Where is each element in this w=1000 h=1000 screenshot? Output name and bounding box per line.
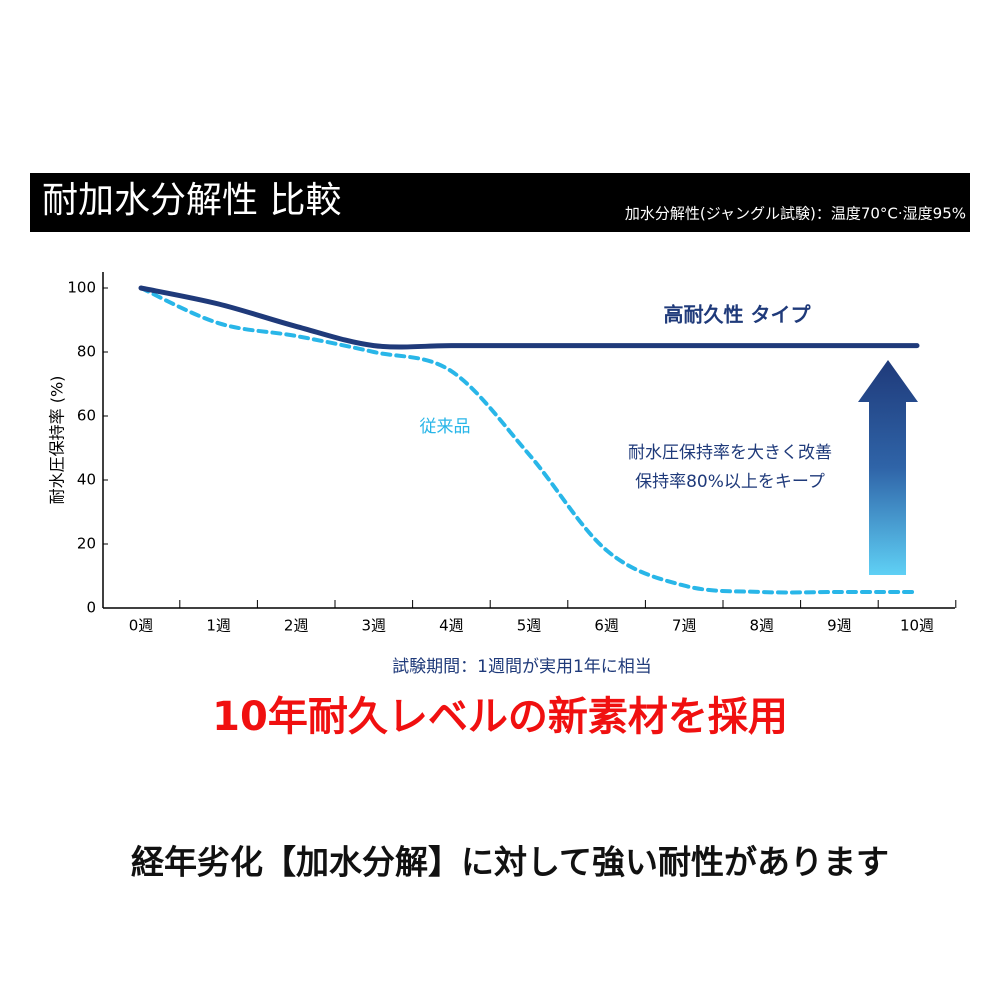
- y-tick-label: 80: [77, 343, 96, 361]
- headline: 10年耐久レベルの新素材を採用: [212, 694, 788, 740]
- x-tick-label: 10週: [900, 617, 934, 635]
- annotation: 耐水圧保持率を大きく改善: [628, 443, 832, 463]
- series-line: [138, 285, 920, 350]
- legend-label: 従来品: [420, 417, 471, 437]
- x-axis-label: 試験期間：1週間が実用1年に相当: [392, 657, 652, 677]
- y-tick-label: 20: [77, 535, 96, 553]
- y-tick-label: 100: [67, 279, 96, 297]
- x-tick-label: 8週: [750, 617, 775, 635]
- x-tick-label: 2週: [284, 617, 309, 635]
- y-tick-label: 60: [77, 407, 96, 425]
- chart-subtitle: 加水分解性(ジャングル試験)：温度70°C·湿度95%: [625, 205, 966, 223]
- x-tick-label: 9週: [827, 617, 852, 635]
- x-tick-label: 0週: [129, 617, 154, 635]
- y-axis-label: 耐水圧保持率 (%): [48, 376, 67, 505]
- legend-label: 高耐久性 タイプ: [664, 303, 812, 327]
- chart-title: 耐加水分解性 比較: [42, 180, 341, 221]
- annotation: 保持率80%以上をキープ: [635, 472, 825, 492]
- x-tick-label: 5週: [517, 617, 542, 635]
- x-tick-label: 1週: [206, 617, 231, 635]
- x-tick-label: 6週: [594, 617, 619, 635]
- x-tick-label: 4週: [439, 617, 464, 635]
- series-line: [139, 286, 919, 595]
- y-tick-label: 0: [86, 599, 96, 617]
- x-tick-label: 7週: [672, 617, 697, 635]
- footer-text: 経年劣化【加水分解】に対して強い耐性があります: [131, 843, 889, 882]
- title-bar: [30, 173, 970, 232]
- improvement-arrow: [858, 360, 918, 575]
- y-tick-label: 40: [77, 471, 96, 489]
- x-tick-label: 3週: [362, 617, 387, 635]
